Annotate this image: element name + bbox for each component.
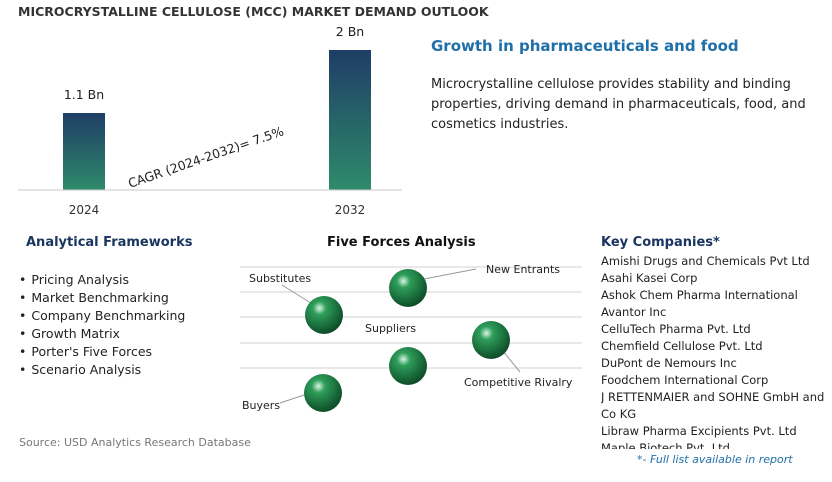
list-item: Chemfield Cellulose Pvt. Ltd [601,339,763,353]
list-item: Avantor Inc [601,305,667,319]
list-item: Asahi Kasei Corp [601,271,698,285]
connector-line [501,349,521,373]
tick-label: 2024 [69,203,100,217]
page-title: MICROCRYSTALLINE CELLULOSE (MCC) MARKET … [18,4,489,19]
five-forces-diagram: Substitutes New Entrants Suppliers Compe… [240,263,582,412]
connector-line [281,284,315,306]
new-entrants-label: New Entrants [486,263,560,276]
list-item: Scenario Analysis [19,361,185,379]
value-label: 2 Bn [336,24,364,39]
key-companies-heading: Key Companies* [601,235,720,250]
suppliers-label: Suppliers [365,322,416,335]
list-item: Market Benchmarking [19,289,185,307]
list-item: Porter's Five Forces [19,343,185,361]
competitive-rivalry-label: Competitive Rivalry [464,376,573,389]
connector-line [423,268,477,280]
list-item: Libraw Pharma Excipients Pvt. Ltd [601,424,797,438]
tick-label: 2032 [335,203,366,217]
frameworks-heading: Analytical Frameworks [26,235,193,250]
suppliers-sphere [389,347,427,385]
full-list-note: *- Full list available in report [637,453,793,466]
list-item: DuPont de Nemours Inc [601,356,737,370]
value-label: 1.1 Bn [64,87,104,102]
growth-description: Microcrystalline cellulose provides stab… [431,77,806,132]
list-item: Company Benchmarking [19,307,185,325]
bar-2024 [63,113,105,190]
list-item: Ashok Chem Pharma International [601,288,798,302]
list-item: Pricing Analysis [19,271,185,289]
new-entrants-sphere [389,269,427,307]
buyers-label: Buyers [242,399,280,412]
list-item: J RETTENMAIER and SOHNE GmbH and Co KG [601,390,825,421]
frameworks-list: Pricing Analysis Market Benchmarking Com… [19,271,185,379]
list-item: CelluTech Pharma Pvt. Ltd [601,322,751,336]
growth-heading: Growth in pharmaceuticals and food [431,37,739,55]
list-item: Amishi Drugs and Chemicals Pvt Ltd [601,254,810,268]
key-companies-list: Amishi Drugs and Chemicals Pvt Ltd Asahi… [601,253,832,449]
source-note: Source: USD Analytics Research Database [19,436,251,449]
connector-line [279,394,305,404]
list-item: Foodchem International Corp [601,373,769,387]
competitive-rivalry-sphere [472,321,510,359]
bar-2032 [329,50,371,190]
buyers-sphere [304,374,342,412]
substitutes-label: Substitutes [249,272,311,285]
list-item: Growth Matrix [19,325,185,343]
substitutes-sphere [305,296,343,334]
demand-bar-chart: 1.1 Bn 2024 2 Bn 2032 CAGR (2024-2032)= 7.5… [18,24,402,217]
five-forces-heading: Five Forces Analysis [327,235,476,250]
cagr-annotation: CAGR (2024-2032)= 7.5% [126,123,286,190]
list-item: Maple Biotech Pvt. Ltd [601,441,730,449]
